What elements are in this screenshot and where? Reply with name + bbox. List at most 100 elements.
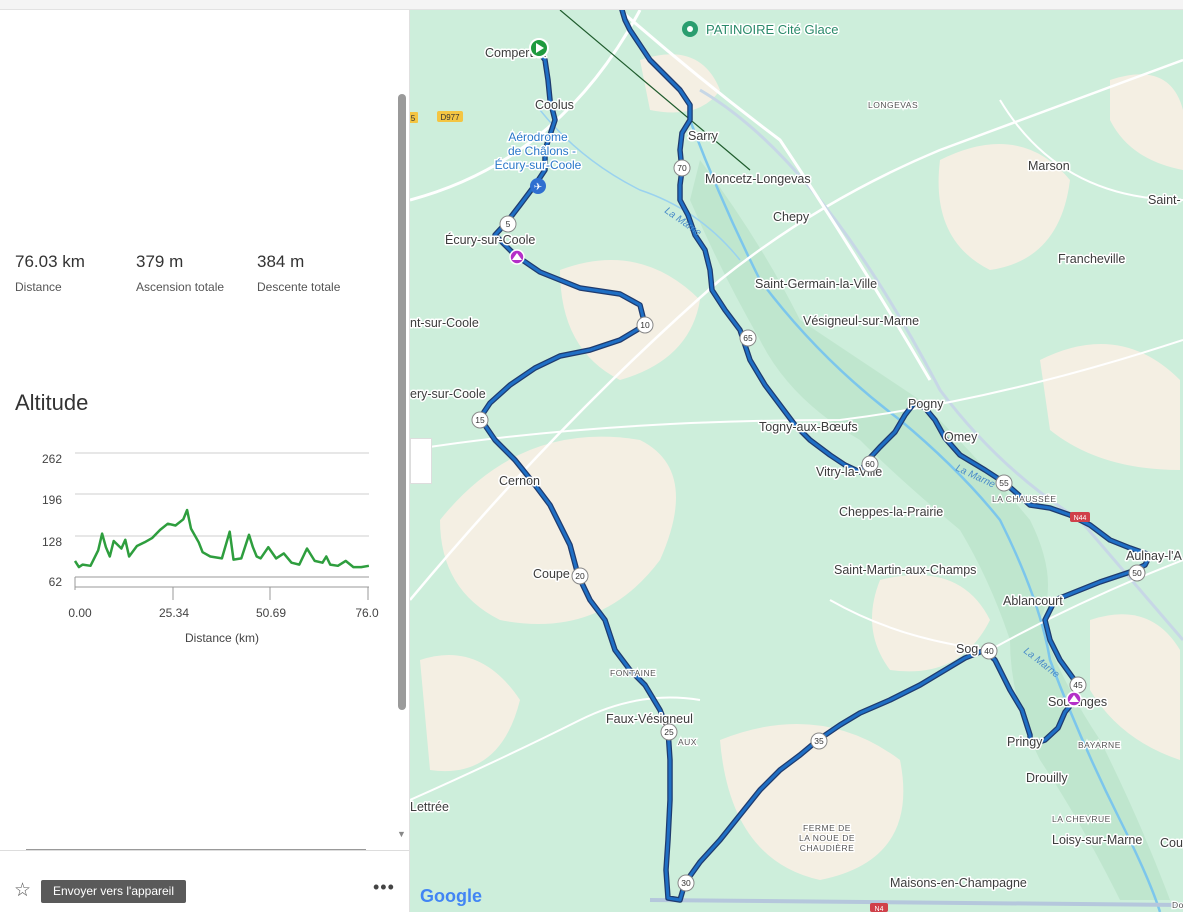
stat-descent: 384 m Descente totale [257, 252, 378, 294]
road [410, 58, 1183, 601]
more-icon[interactable]: ••• [373, 877, 395, 897]
label-saint: Saint- [1148, 193, 1181, 207]
label-omey: Omey [944, 430, 978, 444]
label-do: Do [1172, 900, 1183, 910]
km-marker-25-label: 25 [664, 727, 674, 737]
google-logo: Google [420, 886, 482, 907]
x-tick-0: 0.00 [68, 606, 92, 620]
label-faux-vesigneul: Faux-Vésigneul [606, 712, 693, 726]
road-badge-d977 [437, 111, 463, 122]
ascent-label: Ascension totale [136, 280, 225, 294]
descent-label: Descente totale [257, 280, 341, 294]
km-marker-30-circle [677, 874, 695, 892]
label-vesigneul-marne: Vésigneul-sur-Marne [803, 314, 919, 328]
field-patch [938, 144, 1070, 270]
label-la-chevrue: LA CHEVRUE [1052, 814, 1111, 824]
km-marker-40-circle [980, 642, 998, 660]
km-marker-50-label: 50 [1132, 568, 1142, 578]
label-ferme-3: CHAUDIÈRE [800, 843, 855, 853]
field-patch [1110, 74, 1183, 170]
label-aulnay: Aulnay-l'A [1126, 549, 1183, 563]
altitude-line [73, 508, 370, 569]
label-cernon: Cernon [499, 474, 540, 488]
km-marker-55-circle [995, 474, 1013, 492]
label-loisy: Loisy-sur-Marne [1052, 833, 1142, 847]
km-marker-65-label: 65 [743, 333, 753, 343]
km-marker-65: 65 [739, 329, 757, 347]
km-marker-40: 40 [980, 642, 998, 660]
road-badge-n44 [1070, 512, 1090, 522]
altitude-title: Altitude [15, 390, 89, 415]
km-marker-60: 60 [861, 455, 879, 473]
km-marker-70-label: 70 [677, 163, 687, 173]
ascent-value: 379 m [136, 252, 184, 271]
field-patch [1090, 614, 1180, 760]
km-marker-5: 5 [499, 215, 517, 233]
label-moncetz: Moncetz-Longevas [705, 172, 811, 186]
label-ferme-2: LA NOUE DE [799, 833, 855, 843]
scroll-down-icon[interactable]: ▼ [397, 829, 406, 839]
divider [26, 849, 366, 850]
label-sogny: Sog [956, 642, 978, 656]
descent-value: 384 m [257, 252, 305, 271]
coole-river [539, 109, 741, 261]
poi-pin-dot [687, 26, 693, 32]
label-francheville: Francheville [1058, 252, 1125, 266]
airport-icon-glyph: ✈ [534, 182, 542, 193]
label-togny: Togny-aux-Bœufs [759, 420, 858, 434]
label-cou: Cou [1160, 836, 1183, 850]
railway [559, 10, 751, 171]
top-strip [0, 0, 1183, 10]
road-badge-n4-label: N4 [875, 906, 884, 912]
km-marker-45: 45 [1069, 676, 1087, 694]
route-map[interactable]: Compertrix Coolus Aérodrome de Châlons -… [410, 10, 1183, 912]
road [410, 696, 701, 801]
km-marker-55: 55 [995, 474, 1013, 492]
airport-icon[interactable]: ✈ [530, 178, 546, 194]
poi-patinoire[interactable]: PATINOIRE Cité Glace [682, 21, 840, 39]
km-marker-10-label: 10 [640, 320, 650, 330]
stat-distance: 76.03 km Distance [15, 252, 136, 294]
km-marker-40-label: 40 [984, 646, 994, 656]
panel-scrollbar[interactable] [398, 94, 406, 710]
summit-marker-icon[interactable] [1066, 691, 1082, 707]
start-marker-icon[interactable] [529, 38, 549, 58]
label-cheppes: Cheppes-la-Prairie [839, 505, 943, 519]
km-marker-70-circle [673, 159, 691, 177]
field-patch [440, 436, 676, 624]
y-tick-labels: 262 196 128 62 [42, 452, 62, 589]
label-ablancourt: Ablancourt [1003, 594, 1063, 608]
km-marker-35-circle [810, 732, 828, 750]
label-saint-sur-coole: nt-sur-Coole [410, 316, 479, 330]
stat-ascent: 379 m Ascension totale [136, 252, 257, 294]
label-coupe: Coupe [533, 567, 570, 581]
road-badge-5 [410, 112, 418, 123]
km-marker-15-label: 15 [475, 415, 485, 425]
distance-value: 76.03 km [15, 252, 85, 271]
label-saint-martin: Saint-Martin-aux-Champs [834, 563, 976, 577]
summit-marker-icon[interactable] [509, 249, 525, 265]
label-ecury: Écury-sur-Coole [445, 232, 535, 247]
road-badges: D977 5 N44 N4 [410, 111, 1090, 912]
label-drouilly: Drouilly [1026, 771, 1068, 785]
road-badge-d977-label: D977 [440, 113, 460, 122]
km-marker-60-label: 60 [865, 459, 875, 469]
airport-icon-circle[interactable] [530, 178, 546, 194]
label-aerodrome-2: de Châlons - [508, 144, 576, 158]
km-marker-20: 20 [571, 567, 589, 585]
send-to-device-button[interactable]: Envoyer vers l'appareil [41, 880, 187, 903]
roads [410, 10, 1183, 907]
elevation-chart: 262 196 128 62 0.00 25.34 50.69 76.0 Dis… [42, 452, 379, 645]
km-marker-10: 10 [636, 316, 654, 334]
x-tick-3: 76.0 [355, 606, 379, 620]
km-marker-45-label: 45 [1073, 680, 1083, 690]
field-patch [872, 575, 990, 672]
label-fontaine: FONTAINE [610, 668, 656, 678]
mountain-icon [512, 253, 522, 260]
star-icon[interactable]: ☆ [14, 880, 32, 901]
label-sarry: Sarry [688, 129, 719, 143]
route-stats: 76.03 km Distance 379 m Ascension totale… [15, 252, 378, 294]
distance-label: Distance [15, 280, 62, 294]
label-nuisement: ery-sur-Coole [410, 387, 486, 401]
map-canvas[interactable]: Compertrix Coolus Aérodrome de Châlons -… [410, 10, 1183, 912]
